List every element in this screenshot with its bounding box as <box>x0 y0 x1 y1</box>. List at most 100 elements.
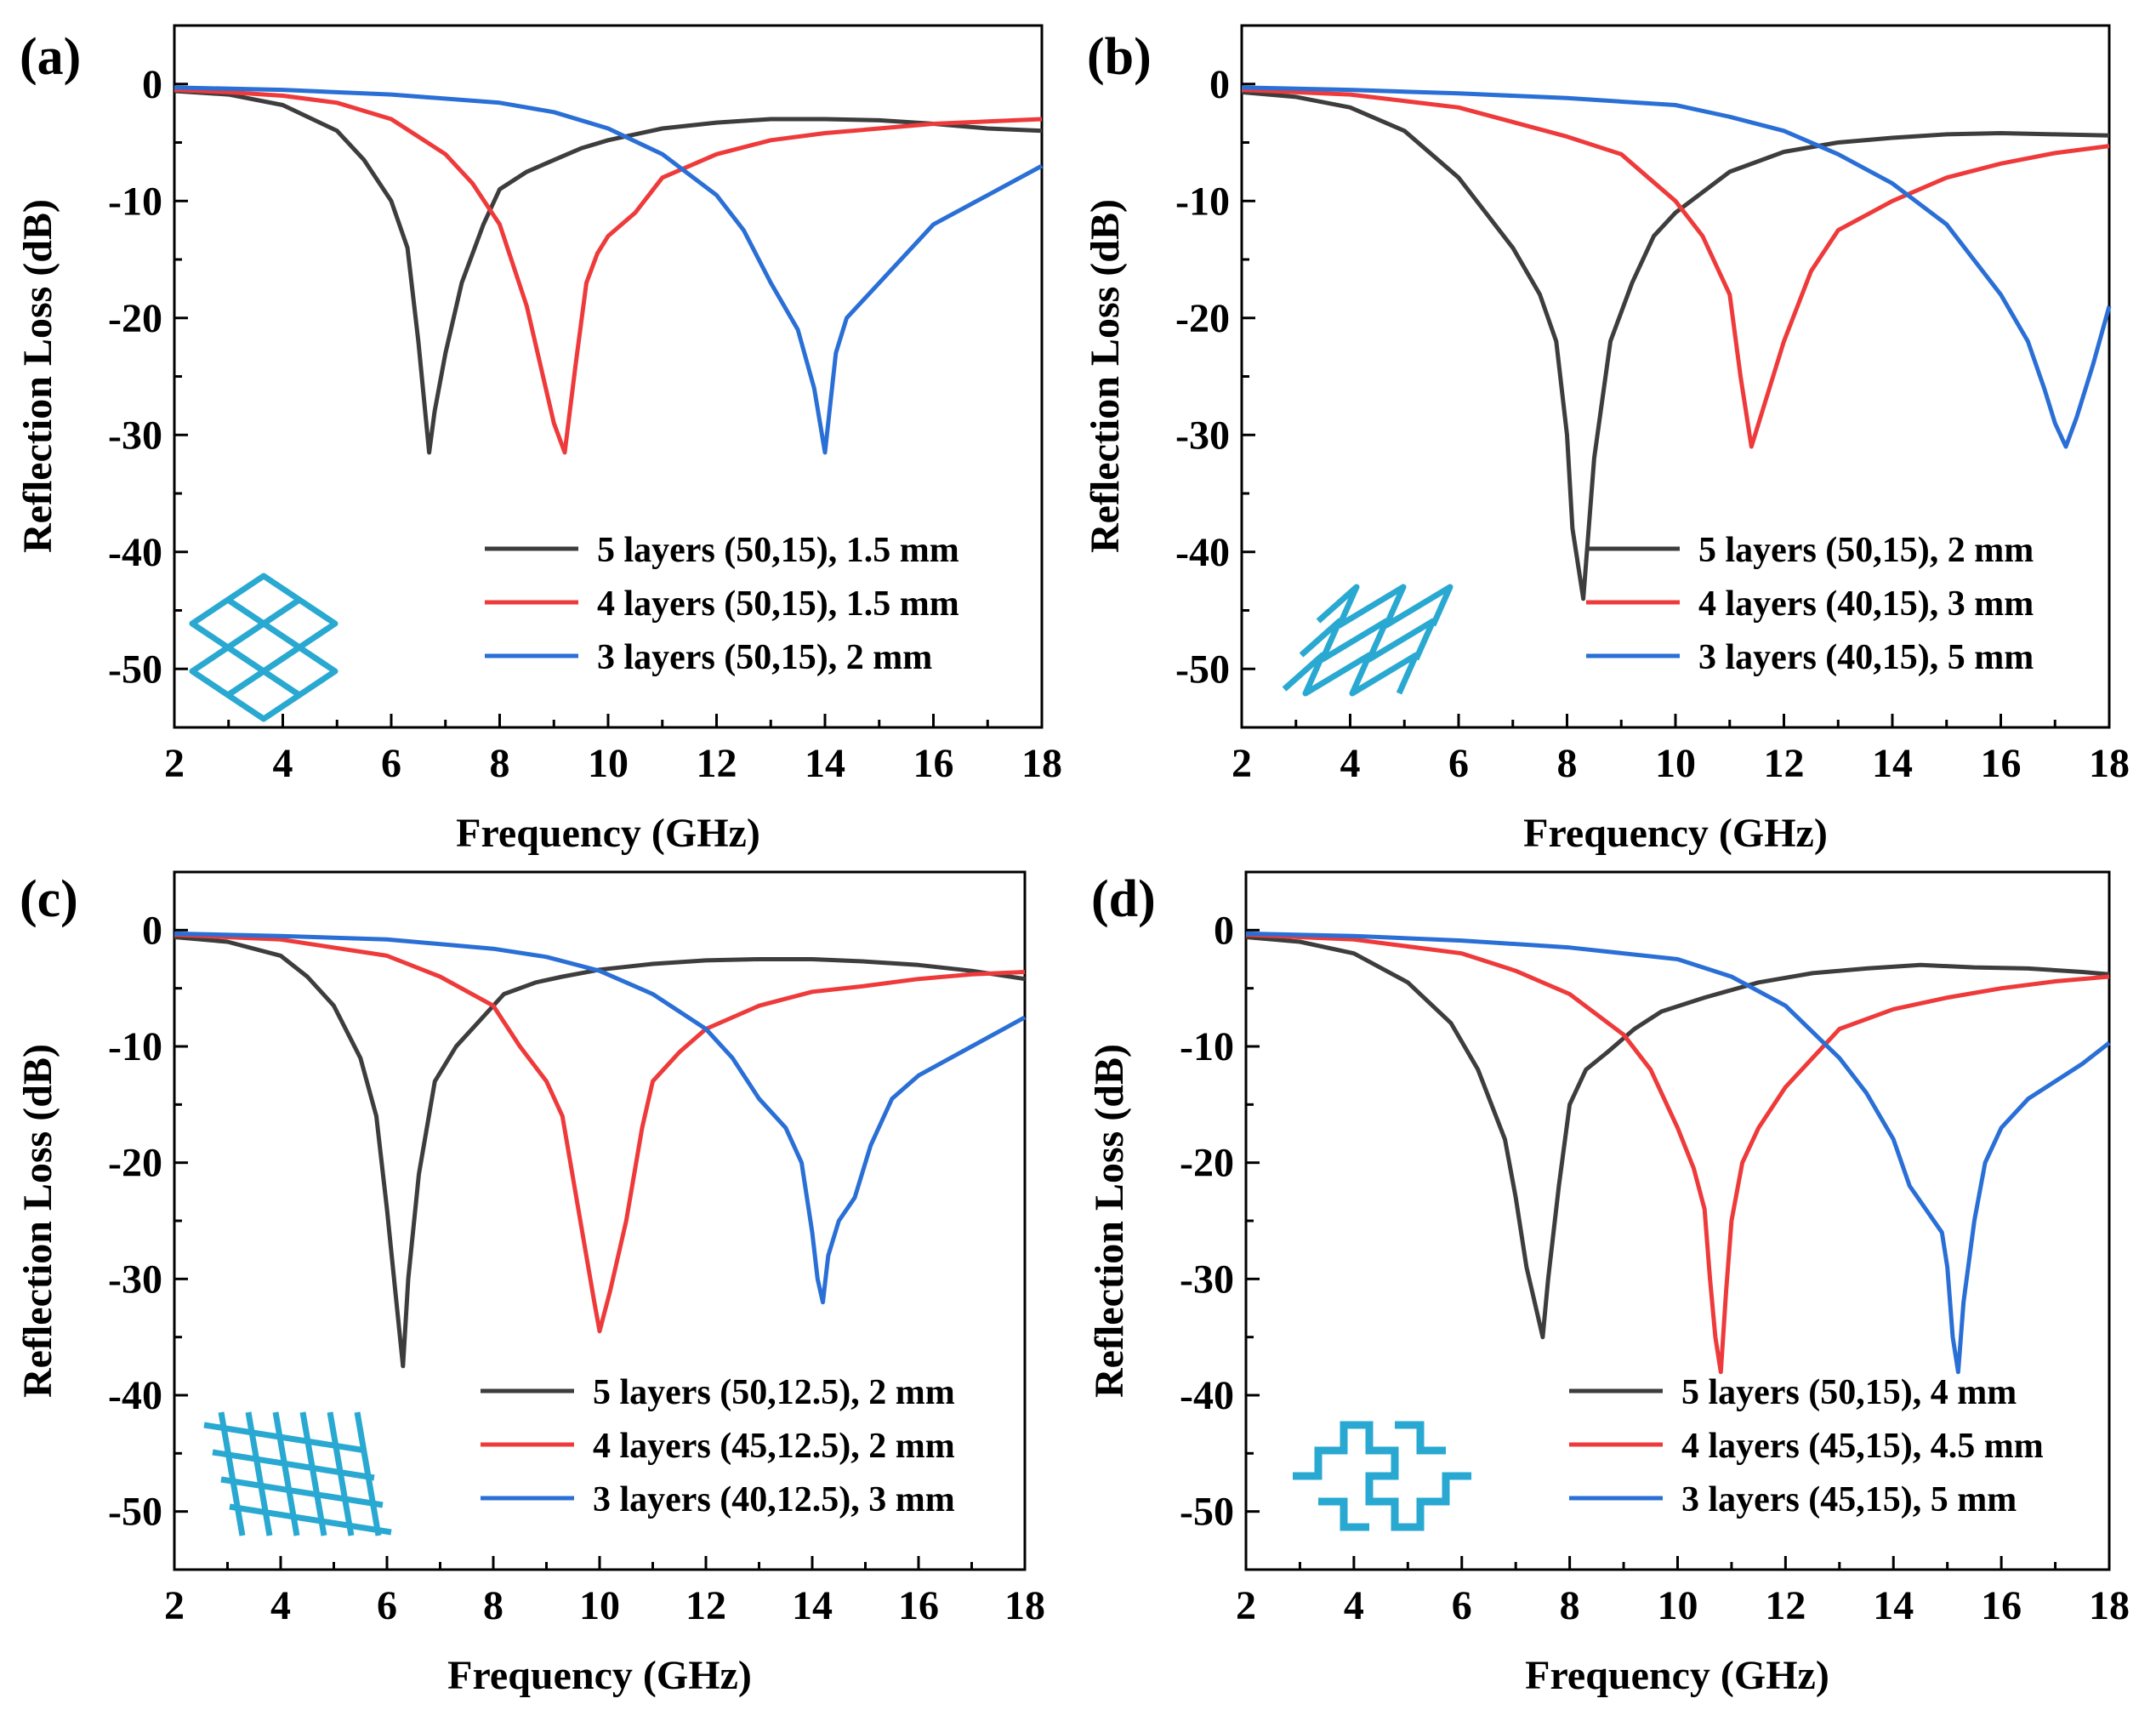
x-tick-label: 4 <box>1344 1583 1364 1628</box>
x-tick-label: 2 <box>164 741 185 786</box>
legend-entry: 5 layers (50,15), 2 mm <box>1698 531 2034 570</box>
inset-zigzag <box>1282 652 1419 697</box>
x-tick-label: 10 <box>588 741 629 786</box>
panel-label: (c) <box>20 870 78 928</box>
x-tick-label: 18 <box>2089 1583 2130 1628</box>
x-tick-label: 18 <box>1004 1583 1045 1628</box>
series-line <box>174 88 1043 455</box>
x-tick-label: 2 <box>1236 1583 1256 1628</box>
legend-entry: 3 layers (40,15), 5 mm <box>1698 638 2034 677</box>
x-tick-label: 10 <box>579 1583 620 1628</box>
panel-label: (b) <box>1087 28 1152 86</box>
inset-hilbert <box>1293 1421 1471 1531</box>
panel-c: (c) 2 4 6 8 10 12 14 16 18 0 -10 -20 -30 -40 -50 5 lay… <box>15 870 1045 1698</box>
y-tick-label: -20 <box>1180 1141 1234 1186</box>
x-tick-label: 12 <box>1764 741 1805 786</box>
series-line <box>174 85 1044 455</box>
panel-a: (a) 2 4 6 8 10 12 14 16 18 0 -10 -20 -30 -40 -50 5 lay… <box>15 24 1062 856</box>
x-tick-label: 4 <box>1340 741 1361 786</box>
inset-zigzag <box>1316 584 1453 629</box>
x-tick-label: 12 <box>697 741 737 786</box>
x-tick-label: 14 <box>1872 741 1913 786</box>
legend-entry: 4 layers (45,12.5), 2 mm <box>593 1427 955 1466</box>
x-tick-label: 4 <box>270 1583 291 1628</box>
x-tick-label: 16 <box>1981 1583 2022 1628</box>
inset-truss-bar <box>272 1411 300 1536</box>
y-tick-label: -30 <box>1180 1257 1234 1302</box>
inset-zigzag <box>1299 618 1436 663</box>
x-tick-label: 16 <box>1981 741 2022 786</box>
inset-diamond-cell <box>260 644 338 698</box>
inset-diamond-cell <box>225 620 303 675</box>
x-tick-label: 8 <box>1557 741 1578 786</box>
y-axis-label: Reflection Loss (dB) <box>15 1044 60 1398</box>
legend-entry: 4 layers (40,15), 3 mm <box>1698 584 2034 624</box>
panel-label: (a) <box>20 28 81 86</box>
y-tick-label: -10 <box>108 1024 162 1069</box>
y-tick-label: 0 <box>1214 908 1234 953</box>
y-tick-label: -50 <box>108 1490 162 1535</box>
series-line <box>1241 88 2110 449</box>
legend-entry: 4 layers (45,15), 4.5 mm <box>1681 1427 2044 1466</box>
inset-truss-bar <box>212 1449 375 1481</box>
inset-diamond-cell <box>189 644 267 698</box>
x-axis-label: Frequency (GHz) <box>1523 811 1828 856</box>
inset-truss-bar <box>220 1476 384 1508</box>
series-line <box>174 931 1027 1305</box>
x-tick-label: 16 <box>913 741 954 786</box>
inset-hilbert <box>1318 1421 1446 1531</box>
series-line <box>1245 931 2111 1375</box>
y-tick-label: -50 <box>1175 647 1230 692</box>
y-axis-label: Reflection Loss (dB) <box>15 199 60 553</box>
x-tick-label: 14 <box>792 1583 833 1628</box>
legend-entry: 4 layers (50,15), 1.5 mm <box>597 584 959 624</box>
x-axis-label: Frequency (GHz) <box>1525 1653 1829 1698</box>
y-tick-label: -10 <box>108 179 162 224</box>
y-tick-label: -50 <box>1180 1490 1234 1535</box>
series-line <box>174 88 1043 455</box>
legend-entry: 5 layers (50,15), 4 mm <box>1681 1373 2017 1412</box>
legend-entry: 3 layers (40,12.5), 3 mm <box>593 1480 955 1519</box>
y-tick-label: -40 <box>1175 530 1230 575</box>
y-tick-label: 0 <box>1209 62 1230 107</box>
series-line <box>1245 935 2110 1340</box>
legend-entry: 5 layers (50,15), 1.5 mm <box>597 531 959 570</box>
inset-diamond-cell <box>225 668 303 722</box>
inset-diamond-cell <box>260 596 338 651</box>
x-tick-label: 12 <box>1765 1583 1806 1628</box>
x-axis-label: Frequency (GHz) <box>447 1653 752 1698</box>
x-tick-label: 6 <box>377 1583 397 1628</box>
series-line <box>1241 85 2112 449</box>
panel-d: (d) 2 4 6 8 10 12 14 16 18 0 -10 -20 -30 -40 -50 5 lay… <box>1087 870 2130 1698</box>
x-tick-label: 10 <box>1658 1583 1698 1628</box>
y-tick-label: -30 <box>108 413 162 458</box>
y-tick-label: -20 <box>108 296 162 341</box>
y-tick-label: -40 <box>108 530 162 575</box>
inset-truss-bar <box>245 1411 273 1536</box>
x-tick-label: 8 <box>1560 1583 1580 1628</box>
series-line <box>1245 932 2110 1375</box>
x-tick-label: 8 <box>490 741 510 786</box>
x-tick-label: 2 <box>164 1583 185 1628</box>
x-tick-label: 10 <box>1655 741 1696 786</box>
x-tick-label: 2 <box>1232 741 1252 786</box>
y-tick-label: -30 <box>108 1257 162 1302</box>
x-tick-label: 18 <box>2089 741 2130 786</box>
panel-b: (b) 2 4 6 8 10 12 14 16 18 0 -10 -20 -30 -40 -50 5 lay… <box>1083 24 2130 856</box>
y-tick-label: -40 <box>1180 1373 1234 1418</box>
y-tick-label: 0 <box>142 62 162 107</box>
x-tick-label: 6 <box>1448 741 1469 786</box>
x-axis-label: Frequency (GHz) <box>456 811 760 856</box>
inset-diamond-cell <box>189 596 267 651</box>
x-tick-label: 4 <box>273 741 293 786</box>
x-tick-label: 14 <box>1873 1583 1914 1628</box>
y-tick-label: -20 <box>108 1141 162 1186</box>
inset-truss-bar <box>229 1503 392 1536</box>
y-tick-label: 0 <box>142 908 162 953</box>
series-line <box>174 935 1026 1369</box>
inset-diamond-cell <box>225 573 303 627</box>
inset-truss-bar <box>218 1411 246 1536</box>
y-axis-label: Reflection Loss (dB) <box>1087 1044 1132 1398</box>
legend-entry: 5 layers (50,12.5), 2 mm <box>593 1373 955 1412</box>
